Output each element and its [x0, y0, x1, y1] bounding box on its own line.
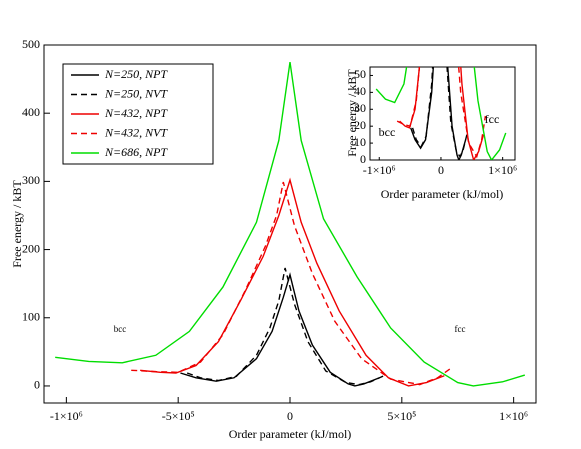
y-tick-label: 0 [34, 378, 40, 392]
x-tick-label: 0 [438, 163, 444, 177]
x-tick-label: 1×10⁶ [499, 409, 528, 423]
inset-annotation: bcc [379, 125, 396, 139]
y-tick-label: 500 [22, 37, 40, 51]
annotation: fcc [455, 324, 466, 334]
x-tick-label: -1×10⁶ [50, 409, 83, 423]
x-tick-label: 5×10⁵ [387, 409, 416, 423]
x-axis-label: Order parameter (kJ/mol) [229, 427, 352, 441]
annotation: bcc [114, 324, 127, 334]
x-tick-label: -1×10⁶ [363, 163, 396, 177]
legend-label: N=686, NPT [104, 145, 168, 159]
y-tick-label: 100 [22, 310, 40, 324]
legend-label: N=250, NPT [104, 67, 168, 81]
series-line [411, 67, 468, 158]
inset-y-axis-label: Free energy / kBT [345, 69, 359, 157]
y-tick-label: 40 [354, 84, 366, 98]
y-tick-label: 30 [354, 101, 366, 115]
series-line [180, 272, 380, 387]
series-lines [375, 67, 507, 160]
series-line [186, 267, 385, 386]
x-tick-label: 0 [287, 409, 293, 423]
y-tick-label: 20 [354, 118, 366, 132]
series-line [55, 61, 526, 387]
main-plot: -1×10⁶ -5×10⁵ 0 5×10⁵ 1×10⁶0100200300400500N… [22, 37, 537, 423]
y-tick-label: 300 [22, 173, 40, 187]
x-tick-label: -5×10⁵ [162, 409, 195, 423]
y-tick-label: 400 [22, 105, 40, 119]
series-line [140, 177, 445, 387]
y-tick-label: 200 [22, 241, 40, 255]
series-line [375, 67, 507, 160]
x-tick-label: 1×10⁶ [488, 163, 517, 177]
legend-label: N=250, NVT [104, 86, 168, 100]
y-tick-label: 10 [354, 135, 366, 149]
series-line [131, 181, 452, 386]
legend-label: N=432, NVT [104, 125, 168, 139]
legend-label: N=432, NPT [104, 106, 168, 120]
inset-annotation: fcc [485, 112, 500, 126]
y-tick-label: 0 [360, 152, 366, 166]
series-line [396, 67, 487, 159]
plot-frame [369, 66, 516, 161]
y-axis-label: Free energy / kBT [10, 180, 24, 268]
y-tick-label: 50 [354, 67, 366, 81]
inset-x-axis-label: Order parameter (kJ/mol) [381, 187, 504, 201]
series-lines [55, 61, 526, 387]
